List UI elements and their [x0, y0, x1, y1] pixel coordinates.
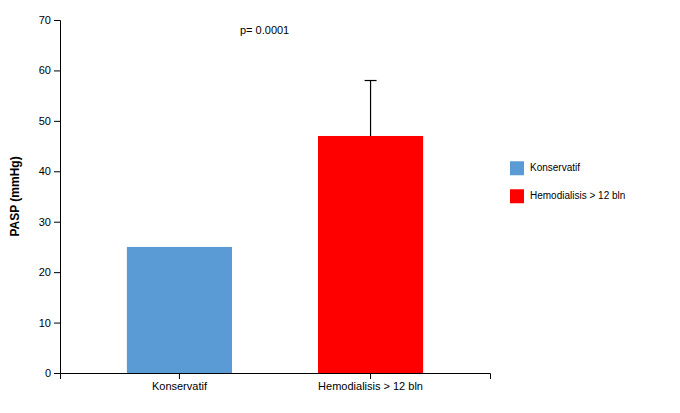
- plot: 0 10 20 30 40 50 60 70 Konservatif Hemodialisis >…: [39, 14, 491, 392]
- legend-swatch: [510, 189, 524, 203]
- y-tick-mark: [54, 373, 60, 374]
- x-axis-line: [61, 374, 491, 380]
- legend-item: Konservatif: [510, 161, 580, 175]
- y-tick-label: 0: [45, 367, 51, 379]
- x-tick-mark: [370, 373, 371, 379]
- y-tick-label: 60: [39, 64, 51, 76]
- y-tick-mark: [54, 70, 60, 71]
- x-tick: Konservatif: [152, 373, 208, 392]
- y-tick: 30: [39, 216, 60, 228]
- y-axis: 0 10 20 30 40 50 60 70: [39, 14, 61, 379]
- x-tick: Hemodialisis > 12 bln: [318, 373, 423, 392]
- annotation: p= 0.0001: [240, 24, 289, 36]
- y-tick-label: 50: [39, 115, 51, 127]
- legend-label: Hemodialisis > 12 bln: [530, 190, 625, 201]
- y-tick: 10: [39, 317, 60, 329]
- y-tick-mark: [54, 272, 60, 273]
- y-tick: 50: [39, 115, 60, 127]
- x-tick-mark: [179, 373, 180, 379]
- y-tick-mark: [54, 323, 60, 324]
- y-tick: 40: [39, 165, 60, 177]
- bar: [127, 247, 232, 373]
- error-bar-line: [370, 81, 371, 136]
- y-tick: 70: [39, 14, 60, 26]
- error-bar-cap: [365, 80, 377, 81]
- x-tick-label: Konservatif: [152, 380, 208, 392]
- y-tick-mark: [54, 171, 60, 172]
- legend-label: Konservatif: [530, 162, 580, 173]
- x-axis: Konservatif Hemodialisis > 12 bln: [61, 373, 491, 392]
- x-tick-label: Hemodialisis > 12 bln: [318, 380, 423, 392]
- y-axis-line: [54, 21, 61, 374]
- marks: [127, 81, 423, 373]
- y-tick-mark: [54, 121, 60, 122]
- legend: Konservatif Hemodialisis > 12 bln: [510, 161, 625, 203]
- y-tick-mark: [54, 222, 60, 223]
- legend-item: Hemodialisis > 12 bln: [510, 189, 625, 203]
- y-tick-label: 10: [39, 317, 51, 329]
- y-tick: 20: [39, 266, 60, 278]
- chart: 0 10 20 30 40 50 60 70 Konservatif Hemodialisis >…: [0, 0, 680, 413]
- legend-swatch: [510, 161, 524, 175]
- y-tick-mark: [54, 20, 60, 21]
- bar: [318, 136, 423, 373]
- y-tick-label: 40: [39, 165, 51, 177]
- y-tick-label: 30: [39, 216, 51, 228]
- y-tick-label: 70: [39, 14, 51, 26]
- y-tick-label: 20: [39, 266, 51, 278]
- y-tick: 60: [39, 64, 60, 76]
- error-bar: [365, 81, 377, 136]
- y-axis-title: PASP (mmHg): [8, 156, 22, 236]
- y-tick: 0: [45, 367, 60, 379]
